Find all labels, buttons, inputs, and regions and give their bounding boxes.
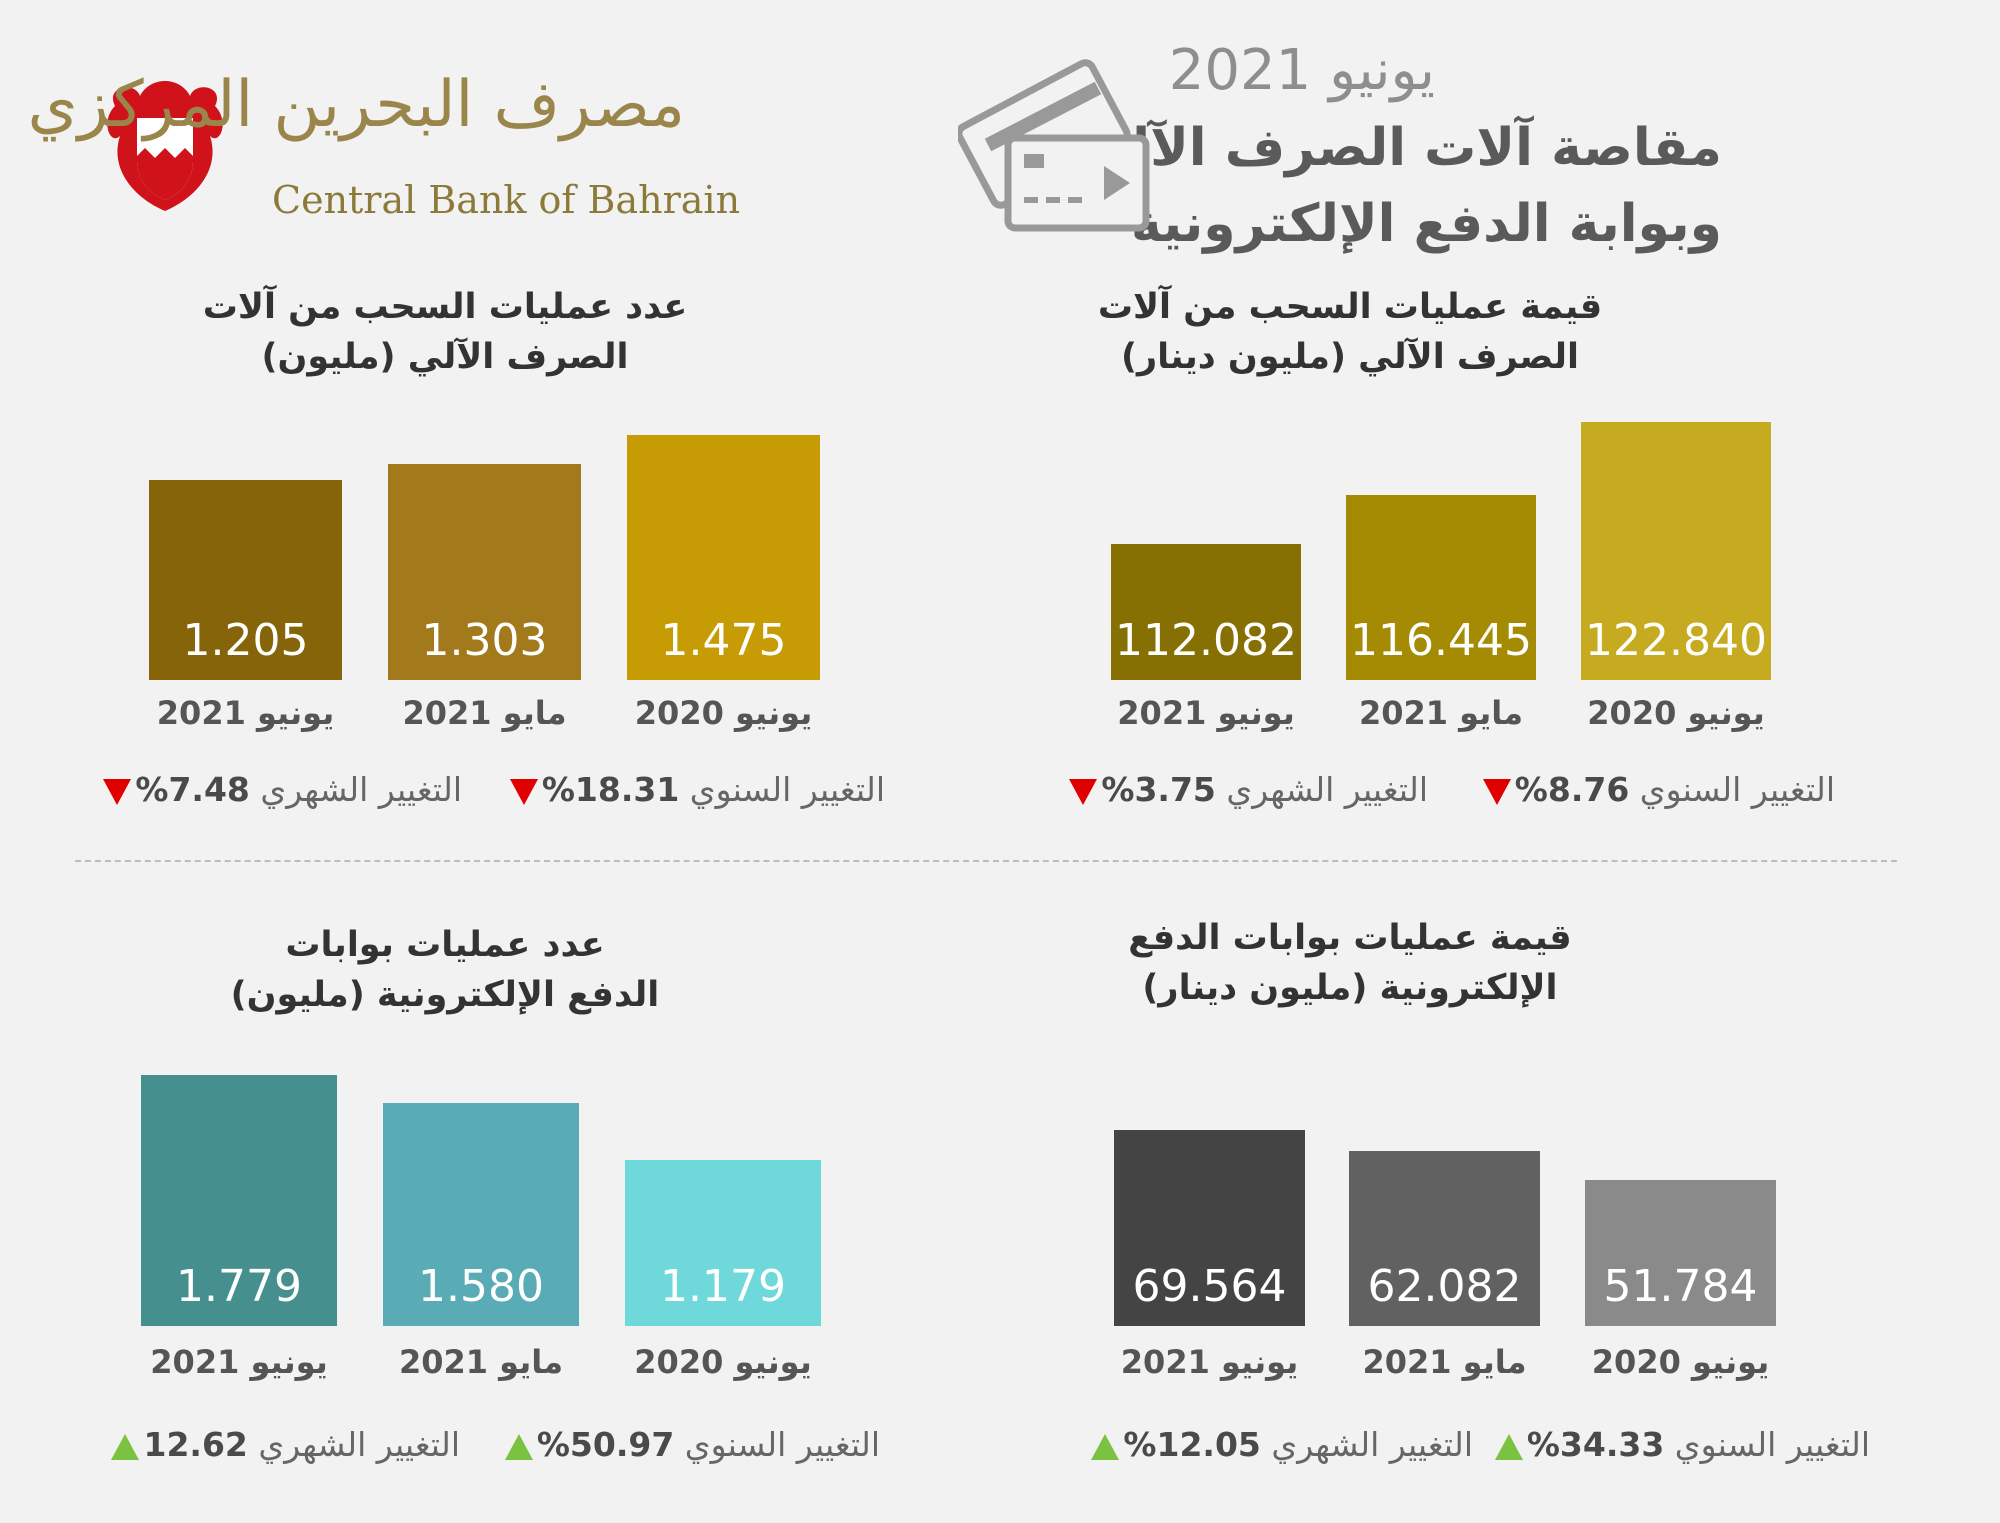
bahrain-coat-of-arms-logo <box>107 81 223 211</box>
report-title: مقاصة آلات الصرف الآلي وبوابة الدفع الإل… <box>822 110 1722 262</box>
triangle-down-icon <box>509 778 538 805</box>
gateway-value-annual-change: التغيير السنوي 34.33% <box>1494 1425 1870 1464</box>
gateway-value-category-label: مايو 2021 <box>1362 1343 1527 1381</box>
section-divider <box>75 860 1897 862</box>
atm-value-annual-change: التغيير السنوي 8.76% <box>1482 770 1835 809</box>
triangle-up-icon <box>1091 1433 1120 1460</box>
atm-count-bar-value-label: 1.205 <box>182 615 309 666</box>
atm-count-bar: 1.303 <box>388 464 581 680</box>
gateway-count-monthly-change-value: 12.62 <box>143 1425 248 1464</box>
gateway-count-bar: 1.179 <box>625 1160 821 1326</box>
triangle-down-icon <box>103 778 132 805</box>
atm-count-category-label: يونيو 2020 <box>634 694 813 732</box>
atm-count-title-line2: الصرف الآلي (مليون) <box>261 337 629 377</box>
gateway-value-bar: 69.564 <box>1114 1130 1305 1326</box>
payment-card-icon <box>958 59 1150 232</box>
atm-count-title-line1: عدد عمليات السحب من آلات <box>202 287 688 327</box>
report-title-line1: مقاصة آلات الصرف الآلي <box>1077 118 1722 178</box>
atm-count-monthly-change: التغيير الشهري 7.48% <box>103 770 462 809</box>
atm-value-chart-title: قيمة عمليات السحب من آلات الصرف الآلي (م… <box>1000 282 1700 382</box>
gateway-value-bar-value-label: 62.082 <box>1367 1261 1522 1312</box>
atm-value-bar-value-label: 122.840 <box>1585 615 1767 666</box>
gateway-count-annual-change-value: 50.97% <box>536 1425 675 1464</box>
gateway-count-bar-value-label: 1.580 <box>418 1261 544 1312</box>
atm-count-monthly-change-label: التغيير الشهري <box>249 770 462 809</box>
triangle-up-icon <box>504 1433 533 1460</box>
gateway-value-category-label: يونيو 2020 <box>1591 1343 1770 1381</box>
report-date: يونيو 2021 <box>1168 38 1435 103</box>
gateway-count-title-line1: عدد عمليات بوابات <box>285 925 605 965</box>
gateway-value-annual-change-label: التغيير السنوي <box>1664 1425 1870 1464</box>
gateway-count-bar-value-label: 1.779 <box>176 1261 302 1312</box>
gateway-value-bar-value-label: 51.784 <box>1603 1261 1758 1312</box>
atm-value-annual-change-label: التغيير السنوي <box>1629 770 1835 809</box>
atm-count-chart-title: عدد عمليات السحب من آلات الصرف الآلي (مل… <box>95 282 795 382</box>
atm-value-title-line2: الصرف الآلي (مليون دينار) <box>1121 337 1579 377</box>
gateway-count-monthly-change-label: التغيير الشهري <box>247 1425 460 1464</box>
atm-count-monthly-change-value: 7.48% <box>135 770 250 809</box>
logo-name-arabic: مصرف البحرين المركزي <box>27 68 685 142</box>
gateway-count-chart-title: عدد عمليات بوابات الدفع الإلكترونية (ملي… <box>95 920 795 1020</box>
gateway-count-monthly-change: التغيير الشهري 12.62 <box>111 1425 460 1464</box>
gateway-count-annual-change: التغيير السنوي 50.97% <box>504 1425 880 1464</box>
atm-count-category-label: يونيو 2021 <box>156 694 335 732</box>
gateway-value-category-label: يونيو 2021 <box>1120 1343 1299 1381</box>
atm-count-bar: 1.475 <box>627 435 820 680</box>
gateway-count-title-line2: الدفع الإلكترونية (مليون) <box>230 975 660 1015</box>
logo-name-english: Central Bank of Bahrain <box>272 178 741 222</box>
report-title-line2: وبوابة الدفع الإلكترونية <box>1131 194 1722 254</box>
gateway-count-category-label: يونيو 2020 <box>634 1343 812 1381</box>
atm-value-bar-value-label: 116.445 <box>1350 615 1532 666</box>
atm-count-annual-change-label: التغيير السنوي <box>679 770 885 809</box>
gateway-value-bar-value-label: 69.564 <box>1132 1261 1287 1312</box>
gateway-count-bar: 1.779 <box>141 1075 337 1326</box>
gateway-count-annual-change-label: التغيير السنوي <box>674 1425 880 1464</box>
gateway-value-chart-title: قيمة عمليات بوابات الدفع الإلكترونية (مل… <box>1000 913 1700 1013</box>
atm-value-monthly-change-value: 3.75% <box>1101 770 1216 809</box>
atm-value-category-label: يونيو 2021 <box>1117 694 1295 732</box>
gateway-value-title-line2: الإلكترونية (مليون دينار) <box>1142 968 1558 1008</box>
gateway-value-bar: 51.784 <box>1585 1180 1776 1326</box>
atm-count-annual-change: التغيير السنوي 18.31% <box>509 770 885 809</box>
atm-value-bar-value-label: 112.082 <box>1115 615 1297 666</box>
gateway-count-category-label: مايو 2021 <box>398 1343 564 1381</box>
atm-value-monthly-change: التغيير الشهري 3.75% <box>1069 770 1428 809</box>
atm-value-category-label: يونيو 2020 <box>1587 694 1765 732</box>
gateway-count-category-label: يونيو 2021 <box>150 1343 328 1381</box>
triangle-down-icon <box>1482 778 1511 805</box>
gateway-value-bar: 62.082 <box>1349 1151 1540 1326</box>
gateway-value-annual-change-value: 34.33% <box>1526 1425 1665 1464</box>
triangle-up-icon <box>1494 1433 1523 1460</box>
atm-count-bar: 1.205 <box>149 480 342 680</box>
atm-count-annual-change-value: 18.31% <box>541 770 680 809</box>
atm-value-bar: 112.082 <box>1111 544 1301 680</box>
gateway-value-monthly-change: التغيير الشهري 12.05% <box>1091 1425 1473 1464</box>
triangle-up-icon <box>111 1433 140 1460</box>
triangle-down-icon <box>1069 778 1098 805</box>
gateway-value-title-line1: قيمة عمليات بوابات الدفع <box>1128 918 1572 958</box>
gateway-count-bar: 1.580 <box>383 1103 579 1326</box>
atm-value-category-label: مايو 2021 <box>1358 694 1524 732</box>
atm-value-bar: 122.840 <box>1581 422 1771 680</box>
gateway-value-monthly-change-label: التغيير الشهري <box>1260 1425 1473 1464</box>
atm-value-annual-change-value: 8.76% <box>1514 770 1630 809</box>
atm-value-title-line1: قيمة عمليات السحب من آلات <box>1097 287 1603 327</box>
atm-count-bar-value-label: 1.303 <box>421 615 548 666</box>
gateway-count-bar-value-label: 1.179 <box>660 1261 786 1312</box>
atm-count-bar-value-label: 1.475 <box>660 615 787 666</box>
gateway-value-monthly-change-value: 12.05% <box>1123 1425 1261 1464</box>
atm-value-bar: 116.445 <box>1346 495 1536 680</box>
atm-count-category-label: مايو 2021 <box>402 694 567 732</box>
atm-value-monthly-change-label: التغيير الشهري <box>1215 770 1428 809</box>
